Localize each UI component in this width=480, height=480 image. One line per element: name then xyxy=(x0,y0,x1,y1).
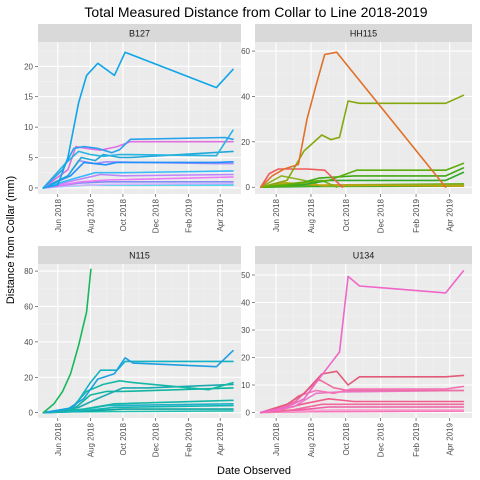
y-axis-title: Distance from Collar (mm) xyxy=(5,176,17,304)
y-tick-label: 20 xyxy=(241,354,250,363)
y-tick-label: 0 xyxy=(246,183,251,192)
y-tick-label: 0 xyxy=(246,409,251,418)
y-tick-label: 50 xyxy=(241,271,250,280)
x-tick-label: Jun 2018 xyxy=(272,198,281,231)
strip-label: N115 xyxy=(129,251,150,261)
y-tick-label: 20 xyxy=(24,62,33,71)
x-tick-label: Jun 2018 xyxy=(272,422,281,455)
chart-title: Total Measured Distance from Collar to L… xyxy=(84,4,427,20)
y-tick-label: 0 xyxy=(29,409,34,418)
strip-label: HH115 xyxy=(350,29,377,39)
y-tick-label: 15 xyxy=(24,93,33,102)
y-tick-label: 20 xyxy=(24,373,33,382)
x-tick-label: Feb 2019 xyxy=(412,422,421,456)
series-group xyxy=(42,51,234,189)
series-line xyxy=(42,182,234,189)
y-tick-label: 5 xyxy=(29,154,34,163)
x-tick-label: Aug 2018 xyxy=(86,198,95,233)
series-line xyxy=(42,161,234,189)
y-tick-label: 30 xyxy=(241,326,250,335)
series-line xyxy=(42,51,234,189)
x-tick-label: Oct 2018 xyxy=(342,198,351,231)
x-tick-label: Oct 2018 xyxy=(119,422,128,455)
x-tick-label: Jun 2018 xyxy=(54,198,63,231)
series-line xyxy=(259,51,447,188)
y-tick-label: 20 xyxy=(241,138,250,147)
strip-label: B127 xyxy=(129,29,150,39)
series-group xyxy=(42,268,234,414)
series-group xyxy=(259,51,465,188)
series-line xyxy=(42,150,234,189)
x-tick-label: Apr 2019 xyxy=(216,422,225,455)
y-tick-label: 80 xyxy=(24,267,33,276)
x-tick-label: Apr 2019 xyxy=(446,422,455,455)
series-line xyxy=(42,268,92,414)
x-tick-label: Oct 2018 xyxy=(119,198,128,231)
x-tick-label: Oct 2018 xyxy=(342,422,351,455)
strip-background xyxy=(255,24,472,42)
series-line xyxy=(259,270,465,414)
y-tick-label: 0 xyxy=(29,184,34,193)
series-line xyxy=(259,403,465,414)
series-line xyxy=(42,349,234,414)
x-tick-label: Apr 2019 xyxy=(216,198,225,231)
x-tick-label: Dec 2018 xyxy=(377,422,386,457)
strip-background xyxy=(255,246,472,264)
series-line xyxy=(259,162,465,188)
panel-hh115: HH115 0 20 40 60 Jun 2018 Aug 2018 Oct 2018 Dec … xyxy=(241,24,472,233)
y-tick-label: 40 xyxy=(24,338,33,347)
series-group xyxy=(259,270,465,414)
series-line xyxy=(42,136,234,189)
series-line xyxy=(42,173,234,189)
x-tick-label: Aug 2018 xyxy=(307,198,316,233)
x-tick-label: Aug 2018 xyxy=(307,422,316,457)
y-tick-label: 40 xyxy=(241,299,250,308)
panel-n115: N115 0 20 40 60 80 Jun 2018 Aug 2018 Oct 2018 Dec… xyxy=(24,246,241,457)
y-tick-label: 10 xyxy=(241,381,250,390)
x-tick-label: Dec 2018 xyxy=(152,422,161,457)
series-line xyxy=(42,176,234,189)
series-line xyxy=(42,170,234,189)
y-tick-label: 60 xyxy=(241,47,250,56)
x-tick-label: Feb 2019 xyxy=(412,198,421,232)
panels-group: B127 0 5 10 15 20 Jun 2018 Aug 2018 Oct 2018 Dec … xyxy=(24,24,472,457)
x-tick-label: Feb 2019 xyxy=(185,198,194,232)
series-line xyxy=(259,370,465,414)
strip-background xyxy=(38,246,241,264)
y-tick-label: 10 xyxy=(24,123,33,132)
x-axis-title: Date Observed xyxy=(217,465,291,477)
strip-background xyxy=(38,24,241,42)
series-line xyxy=(259,168,344,188)
strip-label: U134 xyxy=(353,251,375,261)
x-tick-label: Apr 2019 xyxy=(446,198,455,231)
x-tick-label: Dec 2018 xyxy=(152,198,161,233)
panel-u134: U134 0 10 20 30 40 50 Jun 2018 Aug 2018 Oct 2018 D… xyxy=(241,246,472,457)
series-line xyxy=(42,360,234,414)
x-tick-label: Feb 2019 xyxy=(185,422,194,456)
x-tick-label: Jun 2018 xyxy=(54,422,63,455)
y-tick-label: 40 xyxy=(241,92,250,101)
x-tick-label: Aug 2018 xyxy=(86,422,95,457)
panel-b127: B127 0 5 10 15 20 Jun 2018 Aug 2018 Oct 2018 Dec … xyxy=(24,24,241,233)
y-tick-label: 60 xyxy=(24,302,33,311)
x-tick-label: Dec 2018 xyxy=(377,198,386,233)
